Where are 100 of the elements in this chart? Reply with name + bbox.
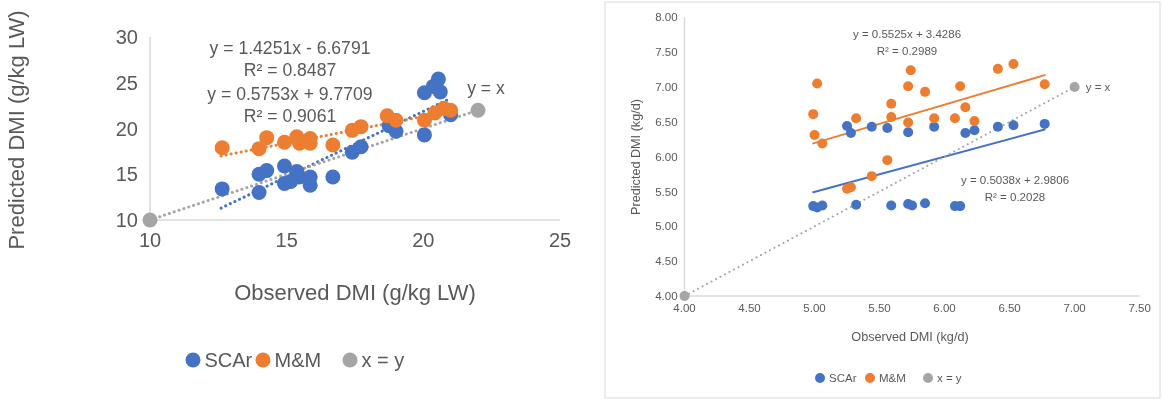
- x-tick-label: 6.50: [998, 301, 1021, 314]
- x-axis-title: Observed DMI (kg/d): [851, 330, 969, 344]
- x-tick-label: 5.50: [868, 301, 891, 314]
- y-axis-title: Predicted DMI (g/kg LW): [4, 10, 29, 250]
- point: [842, 120, 853, 131]
- legend-label: M&M: [879, 372, 906, 385]
- y-tick-label: 5.00: [655, 220, 678, 233]
- point: [866, 171, 877, 182]
- point: [960, 102, 971, 113]
- y-tick-label: 8.00: [655, 11, 678, 24]
- point: [1039, 79, 1050, 90]
- point: [1008, 120, 1019, 131]
- y-tick-label: 6.50: [655, 115, 678, 128]
- point: [886, 111, 897, 122]
- x-tick-label: 4.50: [738, 301, 761, 314]
- point: [214, 140, 230, 156]
- point: [929, 121, 940, 132]
- point: [960, 127, 971, 138]
- point: [259, 163, 275, 179]
- point: [955, 81, 966, 92]
- point: [1069, 81, 1080, 92]
- annotation: R² = 0.2028: [984, 191, 1046, 203]
- x-tick-label: 10: [138, 229, 162, 251]
- point: [907, 200, 918, 211]
- annotation: y = x: [467, 78, 506, 98]
- annotation: y = 1.4251x - 6.6791: [209, 38, 371, 58]
- point: [992, 63, 1003, 74]
- x-tick-label: 7.00: [1063, 301, 1086, 314]
- point: [416, 112, 432, 128]
- x-tick-label: 4.00: [673, 301, 696, 314]
- point: [905, 65, 916, 76]
- annotation: R² = 0.9061: [243, 106, 337, 126]
- point: [949, 113, 960, 124]
- point: [388, 112, 404, 128]
- point: [259, 130, 275, 146]
- x-tick-label: 25: [548, 229, 572, 251]
- y-tick-label: 30: [115, 26, 138, 48]
- legend-label: SCAr: [829, 372, 857, 385]
- point: [416, 127, 432, 143]
- point: [443, 102, 459, 118]
- point: [817, 200, 828, 211]
- point: [430, 71, 446, 87]
- x-tick-label: 7.50: [1128, 301, 1151, 314]
- y-tick-label: 4.00: [655, 290, 678, 303]
- point: [851, 199, 862, 210]
- point: [470, 102, 486, 118]
- x-tick-label: 5.00: [803, 301, 826, 314]
- y-tick-label: 10: [115, 209, 138, 231]
- x-tick-label: 15: [275, 229, 298, 251]
- point: [276, 158, 292, 174]
- legend-label: SCAr: [204, 349, 253, 371]
- y-tick-label: 7.00: [655, 81, 678, 93]
- point: [845, 127, 856, 138]
- point: [992, 121, 1003, 132]
- point: [325, 137, 341, 153]
- point: [969, 125, 980, 136]
- annotation: y = 0.5525x + 3.4286: [852, 28, 962, 40]
- point: [325, 169, 341, 185]
- point: [886, 200, 897, 211]
- annotation: y = 0.5038x + 2.9806: [960, 174, 1070, 186]
- x-tick-label: 6.00: [933, 301, 956, 314]
- point: [903, 117, 914, 128]
- point: [866, 121, 877, 132]
- point: [920, 86, 931, 97]
- point: [1039, 118, 1050, 129]
- point: [1008, 58, 1019, 69]
- point: [251, 185, 267, 201]
- point: [142, 212, 158, 228]
- point: [808, 109, 819, 120]
- annotation: R² = 0.8487: [243, 60, 337, 80]
- point: [929, 113, 940, 124]
- point: [276, 134, 292, 150]
- y-tick-label: 20: [115, 117, 138, 140]
- point: [882, 155, 893, 166]
- point: [886, 98, 897, 109]
- point: [432, 84, 448, 100]
- y-tick-label: 6.00: [655, 150, 678, 163]
- y-axis-title: Predicted DMI (kg/d): [629, 99, 643, 215]
- annotation: R² = 0.2989: [876, 45, 938, 57]
- point: [882, 123, 893, 134]
- point: [969, 116, 980, 127]
- point: [809, 130, 820, 141]
- point: [214, 181, 230, 197]
- y-tick-label: 4.50: [655, 255, 678, 268]
- point: [679, 291, 690, 301]
- legend-label: M&M: [274, 349, 322, 371]
- y-tick-label: 7.50: [655, 46, 678, 59]
- point: [920, 198, 931, 209]
- point: [903, 81, 914, 92]
- point: [353, 119, 369, 135]
- point: [851, 113, 862, 124]
- annotation: y = x: [1085, 81, 1111, 93]
- annotation: y = 0.5753x + 9.7709: [207, 84, 373, 104]
- point: [903, 127, 914, 138]
- x-axis-title: Observed DMI (g/kg LW): [234, 280, 476, 305]
- legend-label: x = y: [361, 349, 405, 371]
- y-tick-label: 5.50: [655, 185, 678, 198]
- point: [251, 141, 267, 157]
- y-tick-label: 25: [115, 71, 138, 94]
- point: [812, 78, 823, 89]
